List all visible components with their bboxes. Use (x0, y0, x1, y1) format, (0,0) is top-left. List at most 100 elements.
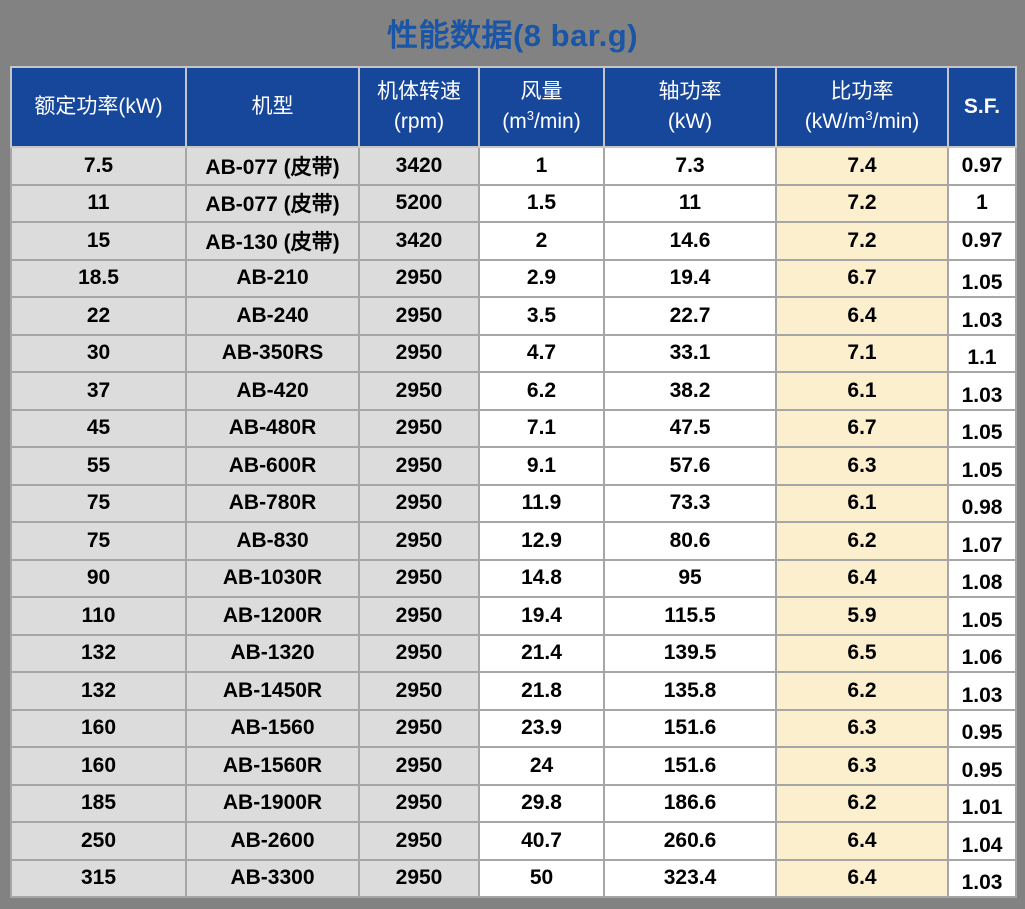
cell-rated-power: 75 (10, 483, 187, 523)
cell-model: AB-240 (185, 296, 360, 336)
table-row: 30 AB-350RS 2950 4.7 33.1 7.1 1.1 (10, 333, 1017, 373)
cell-specific-power: 6.4 (775, 296, 949, 336)
cell-sf: 0.95 (947, 708, 1017, 748)
cell-air-flow: 12.9 (478, 521, 605, 561)
cell-air-flow: 40.7 (478, 821, 605, 861)
cell-model: AB-830 (185, 521, 360, 561)
cell-sf: 1.01 (947, 783, 1017, 823)
cell-model: AB-1200R (185, 596, 360, 636)
cell-sf: 0.95 (947, 746, 1017, 786)
cell-rated-power: 30 (10, 333, 187, 373)
table-row: 160 AB-1560 2950 23.9 151.6 6.3 0.95 (10, 708, 1017, 748)
table-row: 11 AB-077 (皮带) 5200 1.5 11 7.2 1 (10, 183, 1017, 223)
table-row: 90 AB-1030R 2950 14.8 95 6.4 1.08 (10, 558, 1017, 598)
cell-shaft-power: 22.7 (603, 296, 777, 336)
col-header-air-flow: 风量 (m3/min) (478, 66, 605, 148)
cell-speed: 3420 (358, 146, 480, 186)
table-row: 22 AB-240 2950 3.5 22.7 6.4 1.03 (10, 296, 1017, 336)
cell-speed: 2950 (358, 371, 480, 411)
cell-model: AB-077 (皮带) (185, 146, 360, 186)
cell-rated-power: 22 (10, 296, 187, 336)
cell-speed: 2950 (358, 333, 480, 373)
table-row: 185 AB-1900R 2950 29.8 186.6 6.2 1.01 (10, 783, 1017, 823)
cell-sf: 1.05 (947, 258, 1017, 298)
cell-rated-power: 160 (10, 746, 187, 786)
cell-rated-power: 90 (10, 558, 187, 598)
cell-shaft-power: 135.8 (603, 671, 777, 711)
cell-shaft-power: 95 (603, 558, 777, 598)
cell-shaft-power: 260.6 (603, 821, 777, 861)
cell-rated-power: 55 (10, 446, 187, 486)
cell-model: AB-600R (185, 446, 360, 486)
cell-sf: 1.08 (947, 558, 1017, 598)
cell-rated-power: 7.5 (10, 146, 187, 186)
cell-specific-power: 5.9 (775, 596, 949, 636)
cell-shaft-power: 186.6 (603, 783, 777, 823)
cell-speed: 2950 (358, 633, 480, 673)
cell-rated-power: 315 (10, 858, 187, 898)
table-header-row: 额定功率(kW) 机型 机体转速 (rpm) 风量 (m3/min) 轴功率 (kW) 比功率(… (10, 66, 1017, 148)
cell-specific-power: 6.7 (775, 258, 949, 298)
cell-sf: 1.03 (947, 296, 1017, 336)
cell-rated-power: 75 (10, 521, 187, 561)
cell-specific-power: 6.3 (775, 708, 949, 748)
cell-model: AB-210 (185, 258, 360, 298)
cell-sf: 1.04 (947, 821, 1017, 861)
table-row: 75 AB-830 2950 12.9 80.6 6.2 1.07 (10, 521, 1017, 561)
cell-speed: 2950 (358, 708, 480, 748)
cell-speed: 2950 (358, 671, 480, 711)
cell-shaft-power: 151.6 (603, 746, 777, 786)
cell-specific-power: 6.5 (775, 633, 949, 673)
table-row: 45 AB-480R 2950 7.1 47.5 6.7 1.05 (10, 408, 1017, 448)
cell-model: AB-1320 (185, 633, 360, 673)
cell-shaft-power: 33.1 (603, 333, 777, 373)
cell-rated-power: 110 (10, 596, 187, 636)
cell-air-flow: 4.7 (478, 333, 605, 373)
cell-rated-power: 132 (10, 671, 187, 711)
cell-model: AB-2600 (185, 821, 360, 861)
cell-air-flow: 9.1 (478, 446, 605, 486)
cell-speed: 3420 (358, 221, 480, 261)
cell-model: AB-1900R (185, 783, 360, 823)
cell-specific-power: 7.2 (775, 183, 949, 223)
col-header-sf: S.F. (947, 66, 1017, 148)
col-header-speed: 机体转速 (rpm) (358, 66, 480, 148)
cell-shaft-power: 47.5 (603, 408, 777, 448)
cell-specific-power: 6.2 (775, 521, 949, 561)
cell-speed: 2950 (358, 746, 480, 786)
cell-speed: 2950 (358, 408, 480, 448)
cell-air-flow: 19.4 (478, 596, 605, 636)
cell-air-flow: 3.5 (478, 296, 605, 336)
cell-shaft-power: 80.6 (603, 521, 777, 561)
cell-rated-power: 250 (10, 821, 187, 861)
performance-data-table: 额定功率(kW) 机型 机体转速 (rpm) 风量 (m3/min) 轴功率 (kW) 比功率(… (10, 66, 1017, 898)
col-header-shaft-power: 轴功率 (kW) (603, 66, 777, 148)
cell-model: AB-350RS (185, 333, 360, 373)
cell-rated-power: 11 (10, 183, 187, 223)
cell-speed: 2950 (358, 296, 480, 336)
cell-shaft-power: 73.3 (603, 483, 777, 523)
cell-air-flow: 7.1 (478, 408, 605, 448)
cell-shaft-power: 38.2 (603, 371, 777, 411)
cell-rated-power: 37 (10, 371, 187, 411)
table-row: 15 AB-130 (皮带) 3420 2 14.6 7.2 0.97 (10, 221, 1017, 261)
cell-shaft-power: 115.5 (603, 596, 777, 636)
table-row: 37 AB-420 2950 6.2 38.2 6.1 1.03 (10, 371, 1017, 411)
table-row: 315 AB-3300 2950 50 323.4 6.4 1.03 (10, 858, 1017, 898)
cell-sf: 1.05 (947, 446, 1017, 486)
cell-specific-power: 6.4 (775, 558, 949, 598)
table-row: 18.5 AB-210 2950 2.9 19.4 6.7 1.05 (10, 258, 1017, 298)
cell-shaft-power: 7.3 (603, 146, 777, 186)
cell-air-flow: 29.8 (478, 783, 605, 823)
cell-speed: 2950 (358, 483, 480, 523)
cell-specific-power: 6.1 (775, 483, 949, 523)
cell-speed: 2950 (358, 446, 480, 486)
cell-rated-power: 45 (10, 408, 187, 448)
cell-model: AB-077 (皮带) (185, 183, 360, 223)
table-row: 110 AB-1200R 2950 19.4 115.5 5.9 1.05 (10, 596, 1017, 636)
cell-speed: 2950 (358, 783, 480, 823)
cell-model: AB-130 (皮带) (185, 221, 360, 261)
cell-model: AB-1030R (185, 558, 360, 598)
cell-sf: 1.05 (947, 596, 1017, 636)
